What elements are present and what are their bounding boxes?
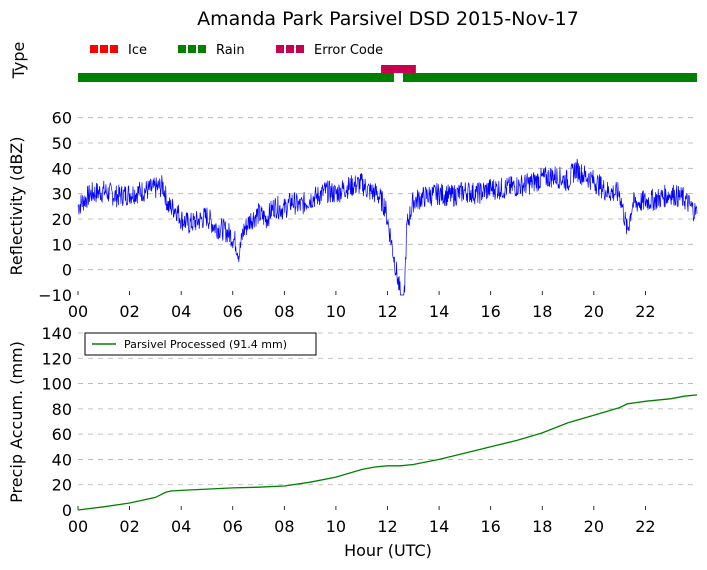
chart-title: Amanda Park Parsivel DSD 2015-Nov-17	[197, 8, 579, 30]
x-tick-label: 08	[274, 302, 294, 321]
x-tick-label: 00	[68, 517, 88, 536]
x-tick-label: 22	[635, 302, 655, 321]
y-tick-label: 100	[41, 375, 72, 394]
y-tick-label: 50	[52, 134, 72, 153]
x-tick-label: 12	[377, 517, 397, 536]
y-tick-label: 80	[52, 400, 72, 419]
legend-swatch-error-code	[286, 45, 294, 53]
type-ylabel: Type	[9, 42, 28, 80]
legend-swatch-rain	[188, 45, 196, 53]
type-segment-rain	[78, 73, 394, 82]
y-tick-label: −10	[38, 286, 72, 305]
x-tick-label: 02	[119, 517, 139, 536]
x-tick-label: 04	[171, 517, 191, 536]
y-tick-label: 40	[52, 159, 72, 178]
y-tick-label: 40	[52, 450, 72, 469]
x-tick-label: 22	[635, 517, 655, 536]
x-tick-label: 14	[429, 302, 449, 321]
x-tick-label: 18	[532, 517, 552, 536]
legend-swatch-ice	[110, 45, 118, 53]
legend-label-rain: Rain	[216, 43, 245, 58]
accum-series	[77, 394, 698, 511]
y-tick-label: 30	[52, 185, 72, 204]
y-tick-label: 20	[52, 210, 72, 229]
legend-label-error-code: Error Code	[314, 43, 383, 58]
x-tick-label: 10	[326, 517, 346, 536]
accum-legend-label: Parsivel Processed (91.4 mm)	[124, 338, 287, 351]
y-tick-label: 10	[52, 235, 72, 254]
accum-yticks: 0 20 40 60 80 100 120 140	[41, 324, 72, 520]
legend-swatch-rain	[178, 45, 186, 53]
y-tick-label: 20	[52, 476, 72, 495]
x-tick-label: 16	[480, 302, 500, 321]
reflectivity-panel: −10 0 10 20 30 40 50 60 00 02 04 06 08 10 12 14 16 18 20 2…	[7, 109, 698, 321]
reflectivity-xticks: 00 02 04 06 08 10 12 14 16 18 20 22	[68, 291, 656, 321]
legend-swatch-error-code	[296, 45, 304, 53]
y-tick-label: 60	[52, 425, 72, 444]
y-tick-label: 60	[52, 109, 72, 128]
type-bars	[78, 65, 697, 82]
x-tick-label: 20	[584, 302, 604, 321]
reflectivity-yticks: −10 0 10 20 30 40 50 60	[38, 109, 72, 305]
y-tick-label: 0	[62, 261, 72, 280]
accum-grid	[78, 332, 697, 486]
x-tick-label: 08	[274, 517, 294, 536]
accum-legend: Parsivel Processed (91.4 mm)	[84, 332, 317, 356]
x-tick-label: 02	[119, 302, 139, 321]
legend-swatch-error-code	[276, 45, 284, 53]
legend-swatch-rain	[198, 45, 206, 53]
x-tick-label: 10	[326, 302, 346, 321]
y-tick-label: 120	[41, 349, 72, 368]
series-line	[77, 394, 698, 511]
accum-legend-box	[84, 332, 317, 356]
x-tick-label: 20	[584, 517, 604, 536]
legend-label-ice: Ice	[128, 43, 147, 58]
accum-panel: 0 20 40 60 80 100 120 140 00 02 04 06 08 10 12 14 16 18 2…	[7, 324, 698, 560]
legend-swatch-ice	[100, 45, 108, 53]
x-tick-label: 06	[223, 517, 243, 536]
x-tick-label: 00	[68, 302, 88, 321]
reflectivity-series	[77, 158, 698, 296]
accum-xlabel: Hour (UTC)	[344, 541, 432, 560]
type-legend: Ice Rain Error Code	[90, 43, 383, 58]
type-segment-error-code	[381, 65, 416, 73]
type-panel: Type Ice Rain Error Code	[9, 42, 697, 82]
accum-ylabel: Precip Accum. (mm)	[7, 341, 26, 503]
x-tick-label: 04	[171, 302, 191, 321]
accum-xticks: 00 02 04 06 08 10 12 14 16 18 20 22	[68, 506, 656, 536]
x-tick-label: 18	[532, 302, 552, 321]
x-tick-label: 16	[480, 517, 500, 536]
legend-swatch-ice	[90, 45, 98, 53]
series-line	[77, 158, 698, 296]
reflectivity-ylabel: Reflectivity (dBZ)	[7, 137, 26, 276]
y-tick-label: 0	[62, 501, 72, 520]
x-tick-label: 14	[429, 517, 449, 536]
type-segment-rain	[402, 73, 697, 82]
x-tick-label: 12	[377, 302, 397, 321]
x-tick-label: 06	[223, 302, 243, 321]
y-tick-label: 140	[41, 324, 72, 343]
